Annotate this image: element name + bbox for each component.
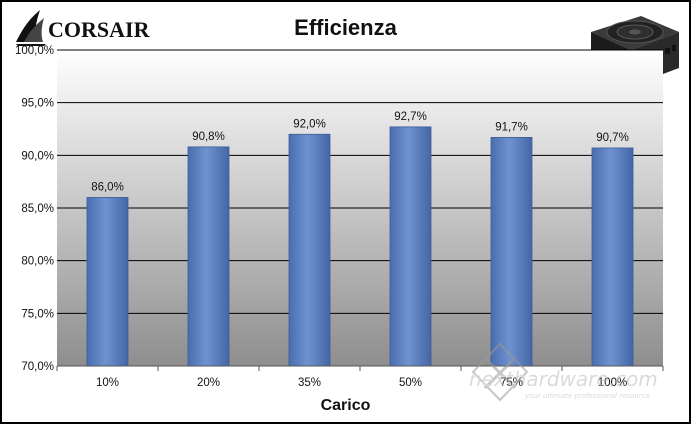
bar-value-label: 92,0% [293, 118, 326, 130]
y-tick-label: 75,0% [21, 308, 54, 320]
x-tick-label: 100% [598, 377, 627, 389]
bar-value-label: 90,8% [192, 131, 225, 143]
bar-value-label: 91,7% [495, 121, 528, 133]
bar-value-label: 86,0% [91, 181, 124, 193]
watermark-tagline: your ultimate professional resource [524, 392, 650, 400]
x-tick-label: 10% [96, 377, 119, 389]
chart-title: Efficienza [294, 15, 397, 40]
bar [389, 126, 432, 367]
y-tick-label: 95,0% [21, 98, 54, 110]
y-axis-ticks: 70,0% 75,0% 80,0% 85,0% 90,0% 95,0% 100,0% [15, 45, 54, 373]
corsair-logo: CORSAIR [16, 10, 151, 46]
bar [288, 133, 331, 367]
y-tick-label: 90,0% [21, 150, 54, 162]
y-tick-label: 70,0% [21, 361, 54, 373]
bar [591, 147, 634, 367]
nexthardware-emblem-icon [471, 342, 529, 402]
bar-value-label: 90,7% [596, 132, 629, 144]
watermark-text: nexthardware.com [469, 367, 658, 391]
brand-name: CORSAIR [48, 17, 151, 42]
x-axis-label: Carico [320, 397, 371, 414]
nexthardware-watermark: nexthardware.com your ultimate professio… [469, 342, 658, 402]
value-labels: 86,0% 90,8% 92,0% 92,7% 91,7% 90,7% [91, 111, 629, 194]
corsair-sails-icon [16, 10, 46, 46]
bars [86, 126, 634, 367]
x-tick-label: 20% [197, 377, 220, 389]
x-tick-label: 35% [298, 377, 321, 389]
y-tick-label: 80,0% [21, 256, 54, 268]
x-tick-label: 50% [399, 377, 422, 389]
bar [490, 137, 533, 367]
y-tick-label: 100,0% [15, 45, 54, 57]
y-tick-label: 85,0% [21, 203, 54, 215]
bar-value-label: 92,7% [394, 111, 427, 123]
bar [187, 146, 230, 367]
bar [86, 197, 129, 367]
